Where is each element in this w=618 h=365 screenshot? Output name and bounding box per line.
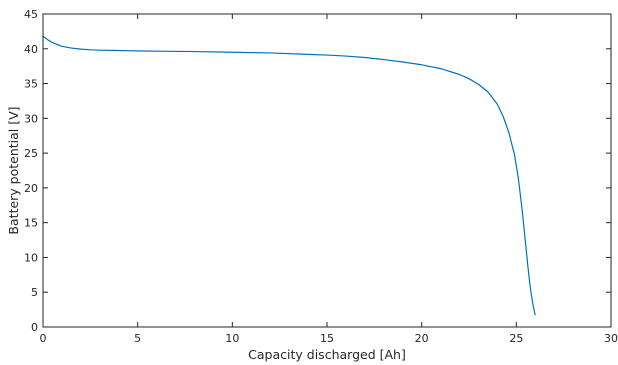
- y-tick-label: 40: [24, 43, 38, 56]
- x-tick-label: 5: [134, 332, 141, 345]
- x-tick-label: 15: [320, 332, 334, 345]
- y-tick-label: 25: [24, 147, 38, 160]
- x-tick-label: 0: [40, 332, 47, 345]
- axis-tick-labels: 0 5 10 15 20 25 30 0 5 10 15 20 25 30 35 40 45: [24, 8, 618, 345]
- series-layer: [42, 35, 536, 316]
- y-tick-label: 20: [24, 182, 38, 195]
- x-tick-label: 20: [415, 332, 429, 345]
- y-tick-label: 5: [31, 286, 38, 299]
- x-tick-label: 25: [509, 332, 523, 345]
- y-tick-label: 10: [24, 251, 38, 264]
- series-line: [42, 35, 536, 316]
- y-tick-label: 0: [31, 321, 38, 334]
- x-axis-label: Capacity discharged [Ah]: [248, 347, 406, 362]
- y-axis-label: Battery potential [V]: [6, 106, 21, 234]
- y-tick-label: 45: [24, 8, 38, 21]
- y-tick-label: 15: [24, 217, 38, 230]
- y-tick-label: 30: [24, 112, 38, 125]
- x-tick-label: 10: [225, 332, 239, 345]
- x-tick-label: 30: [604, 332, 618, 345]
- axis-ticks: [42, 13, 612, 328]
- plot-area-frame: [42, 13, 612, 328]
- y-tick-label: 35: [24, 78, 38, 91]
